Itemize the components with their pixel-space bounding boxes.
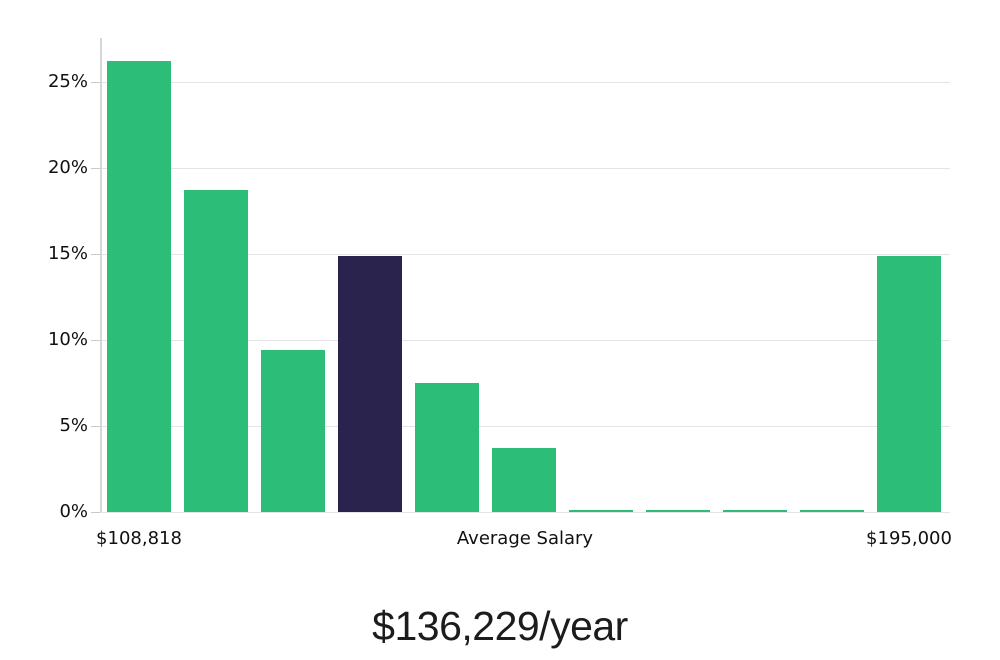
x-axis-label-min-salary: $108,818 [96,528,182,549]
salary-bar [723,510,787,512]
salary-bar [800,510,864,512]
salary-bar [261,350,325,512]
salary-bar [492,448,556,512]
x-axis-label-average-salary: Average Salary [456,528,594,549]
salary-bar [569,510,633,512]
gridline-10% [100,340,950,341]
average-salary-value-text: $136,229/year [372,603,628,649]
gridline-0% [100,512,950,513]
salary-bar [646,510,710,512]
y-axis-tick-label: 25% [47,71,88,92]
gridline-5% [100,426,950,427]
gridline-20% [100,168,950,169]
y-axis-line [100,38,102,512]
gridline-15% [100,254,950,255]
y-axis-tick-mark [91,82,100,83]
y-axis-tick-label: 0% [59,501,88,522]
y-axis-tick-mark [91,254,100,255]
salary-bar [184,190,248,512]
y-axis-tick-mark [91,512,100,513]
salary-bar [107,61,171,512]
y-axis-tick-label: 20% [47,157,88,178]
y-axis-tick-mark [91,168,100,169]
salary-bar [415,383,479,512]
x-axis-label-max-salary: $195,000 [866,528,952,549]
salary-bar [877,256,941,512]
y-axis-tick-label: 10% [47,329,88,350]
y-axis-tick-label: 5% [59,415,88,436]
y-axis-tick-label: 15% [47,243,88,264]
gridline-25% [100,82,950,83]
highlighted-salary-bar [338,256,402,512]
y-axis-tick-mark [91,426,100,427]
y-axis-tick-mark [91,340,100,341]
